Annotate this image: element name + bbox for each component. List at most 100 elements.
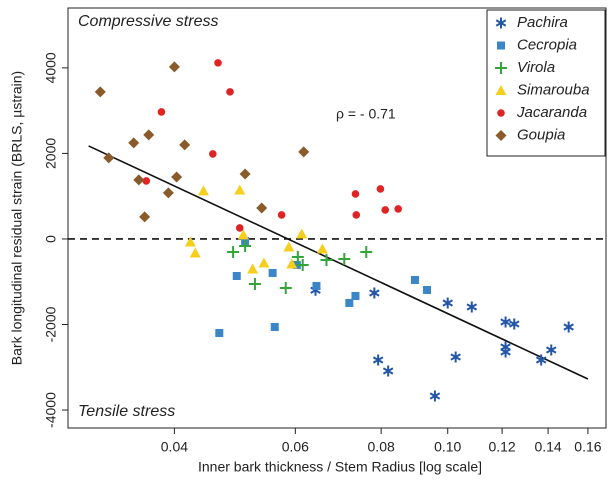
legend-label: Jacaranda [516, 104, 587, 121]
point [162, 187, 174, 199]
point [215, 329, 224, 338]
point [209, 150, 217, 158]
point [351, 190, 360, 198]
point [157, 108, 166, 116]
point [258, 257, 270, 268]
point [500, 316, 511, 328]
point [256, 202, 268, 214]
point [214, 59, 222, 67]
point [103, 152, 115, 164]
point [345, 298, 354, 307]
legend-marker [495, 85, 507, 95]
point [283, 241, 295, 252]
point [227, 245, 240, 258]
point [535, 354, 547, 366]
x-tick-label: 0.12 [488, 439, 515, 455]
point [312, 281, 321, 290]
point [382, 365, 394, 377]
point [239, 239, 252, 252]
point [372, 354, 384, 366]
legend-label: Cecropia [517, 36, 577, 53]
point [500, 346, 511, 358]
point [179, 139, 191, 151]
point [338, 252, 351, 265]
point [171, 171, 183, 183]
point [198, 185, 210, 196]
point [298, 146, 310, 158]
trend-line [88, 145, 589, 380]
point [351, 291, 360, 300]
legend-label: Virola [517, 59, 555, 76]
annotation: Tensile stress [78, 403, 175, 420]
y-tick-label: 4000 [43, 52, 59, 83]
point [184, 236, 196, 247]
point [429, 390, 441, 402]
point [168, 61, 180, 73]
x-tick-label: 0.04 [161, 439, 188, 455]
point [234, 184, 246, 195]
legend-marker [495, 62, 507, 74]
point [423, 285, 432, 294]
point [143, 129, 155, 141]
x-tick-label: 0.14 [534, 439, 561, 455]
point [279, 281, 292, 294]
point [369, 287, 380, 299]
legend-marker [497, 41, 505, 50]
point [394, 205, 402, 213]
point [247, 263, 259, 274]
annotation: ρ = - 0.71 [336, 106, 396, 122]
point [466, 301, 478, 313]
point [232, 271, 241, 280]
legend-label: Simarouba [517, 81, 590, 98]
point [296, 258, 309, 271]
legend-box [486, 9, 606, 157]
plot-frame [67, 7, 607, 429]
legend-marker [495, 17, 507, 29]
point [352, 211, 361, 219]
point [563, 321, 574, 333]
point [291, 250, 304, 263]
legend-marker [495, 130, 507, 141]
x-axis-label: Inner bark thickness / Stem Radius [log … [198, 459, 482, 475]
point [248, 277, 261, 290]
point [376, 185, 385, 193]
x-tick-label: 0.10 [434, 439, 461, 455]
x-tick-label: 0.08 [368, 439, 395, 455]
point [139, 211, 151, 223]
point [320, 253, 333, 266]
point [268, 268, 277, 277]
point [128, 137, 140, 149]
point [546, 344, 557, 356]
point [316, 243, 328, 254]
y-tick-label: -2000 [43, 306, 59, 342]
point [277, 211, 286, 219]
x-tick-label: 0.06 [282, 439, 309, 455]
point [286, 258, 298, 269]
point [509, 318, 520, 330]
x-tick-label: 0.16 [574, 439, 601, 455]
y-tick-label: 2000 [43, 138, 59, 169]
point [239, 168, 251, 180]
legend-marker [497, 109, 505, 117]
point [237, 229, 249, 240]
point [450, 351, 461, 363]
point [189, 247, 201, 258]
point [94, 86, 106, 98]
point [270, 322, 279, 331]
y-tick-label: -4000 [43, 392, 59, 428]
point [442, 297, 453, 309]
point [296, 228, 308, 239]
point [360, 245, 373, 258]
legend-label: Pachira [517, 14, 568, 31]
point [133, 174, 145, 186]
point [410, 275, 419, 284]
point [235, 224, 244, 232]
y-tick-label: 0 [43, 235, 59, 243]
point [226, 88, 234, 96]
point [381, 206, 390, 214]
annotation: Compressive stress [78, 13, 218, 30]
point [142, 177, 151, 185]
legend-label: Goupia [517, 126, 565, 143]
y-axis-label: Bark longitudinal residual strain (BRLS,… [9, 71, 25, 365]
